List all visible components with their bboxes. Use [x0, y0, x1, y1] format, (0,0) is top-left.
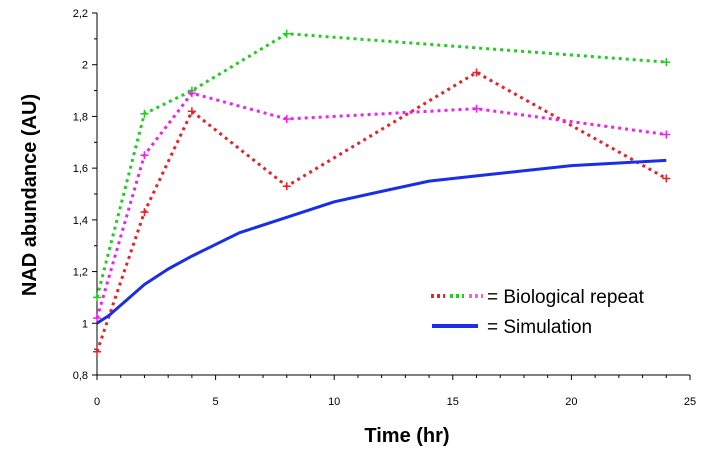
- x-tick-label: 15: [447, 396, 459, 408]
- series-layer: [93, 29, 671, 356]
- data-point-marker: [93, 347, 101, 356]
- x-axis-title: Time (hr): [364, 425, 449, 447]
- legend-label: = Simulation: [487, 317, 592, 338]
- x-tick-label: 10: [328, 396, 340, 408]
- data-point-marker: [662, 130, 671, 139]
- data-point-marker: [282, 182, 291, 191]
- axes: 0,8 1 1,2 1,4 1,6 1,8 2 2,2 0 5 10 15 20 25: [73, 8, 696, 408]
- data-point-marker: [187, 89, 196, 98]
- biological-repeat-line: [95, 71, 668, 353]
- data-point-marker: [662, 58, 671, 67]
- data-point-marker: [187, 107, 196, 116]
- x-tick-label: 5: [213, 396, 219, 408]
- y-tick-label: 0,8: [73, 370, 88, 382]
- y-tick-label: 1,8: [73, 111, 88, 123]
- y-tick-label: 2: [82, 60, 88, 72]
- data-point-marker: [93, 293, 101, 302]
- y-tick-label: 1,2: [73, 267, 88, 279]
- legend-label: = Biological repeat: [487, 287, 645, 308]
- x-tick-label: 25: [684, 396, 696, 408]
- biological-repeat-line: [95, 32, 667, 298]
- data-point-marker: [140, 151, 149, 160]
- y-axis-title: NAD abundance (AU): [19, 94, 41, 296]
- y-tick-label: 1,6: [73, 163, 88, 175]
- x-tick-label: 20: [565, 396, 577, 408]
- y-tick-label: 1: [82, 318, 88, 330]
- x-tick-label: 0: [94, 396, 100, 408]
- data-point-marker: [282, 115, 291, 124]
- data-point-marker: [472, 68, 481, 77]
- data-point-marker: [140, 208, 149, 217]
- data-point-marker: [93, 314, 101, 323]
- data-point-marker: [472, 104, 481, 113]
- legend: = Biological repeat = Simulation: [431, 287, 645, 338]
- data-point-marker: [140, 109, 149, 118]
- data-point-marker: [662, 174, 671, 183]
- biological-repeat-line: [95, 91, 667, 319]
- data-point-marker: [282, 29, 291, 38]
- simulation-line: [96, 158, 667, 325]
- y-tick-label: 2,2: [73, 8, 88, 20]
- y-tick-label: 1,4: [73, 215, 88, 227]
